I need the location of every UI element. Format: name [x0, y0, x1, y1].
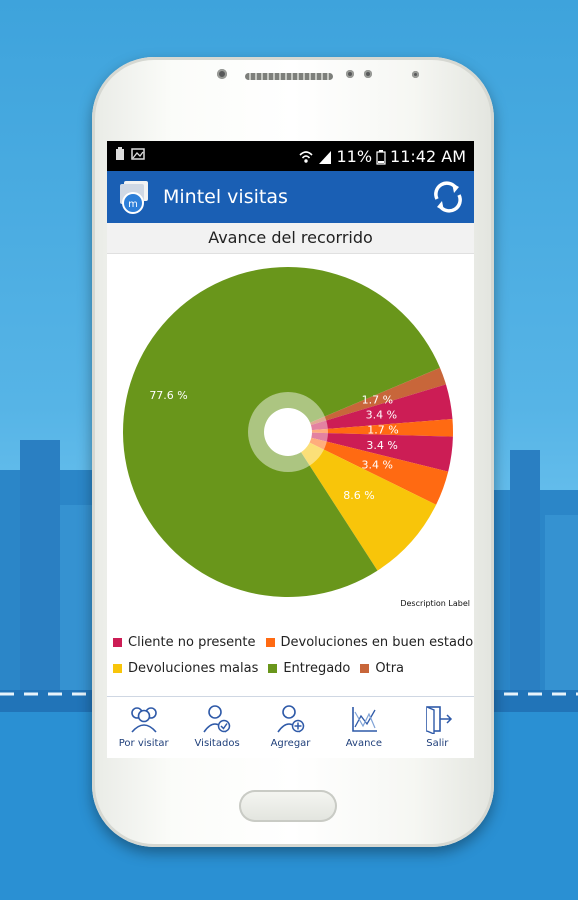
legend-swatch [113, 638, 122, 647]
refresh-icon[interactable] [428, 177, 468, 217]
chart-icon [352, 707, 377, 732]
nav-label: Avance [345, 738, 383, 749]
pie-slice [288, 432, 449, 505]
status-bar: 11% 11:42 AM [107, 141, 474, 171]
nav-label: Salir [426, 738, 449, 749]
legend-label: Cliente no presente [128, 635, 256, 650]
legend-label: Otra [375, 661, 405, 676]
pie-slice [288, 384, 453, 432]
pie-slice [288, 432, 437, 571]
users-group-icon [130, 707, 157, 733]
sensor-icon [364, 70, 372, 78]
wifi-icon [299, 150, 314, 163]
clock: 11:42 AM [390, 147, 466, 166]
image-notification-icon [131, 148, 145, 160]
nav-avance[interactable]: Avance [327, 697, 400, 758]
earpiece-speaker [245, 73, 333, 80]
legend-swatch [268, 664, 278, 673]
slice-label: 1.7 % [367, 424, 398, 437]
pie-slice [288, 367, 446, 432]
slice-label: 77.6 % [149, 389, 187, 402]
svg-text:m: m [128, 199, 138, 210]
nav-agregar[interactable]: Agregar [254, 697, 327, 758]
legend-label: Devoluciones en buen estado [280, 635, 474, 650]
user-check-icon [203, 705, 231, 733]
battery-saver-icon [116, 147, 124, 160]
legend-label: Devoluciones malas [128, 661, 259, 676]
front-camera-icon [217, 69, 227, 79]
slice-label: 8.6 % [343, 489, 374, 502]
signal-icon [319, 150, 332, 164]
sensor-icon [346, 70, 354, 78]
bottom-nav: Por visitar Visitados Agregar [107, 696, 474, 758]
donut-hole [264, 408, 312, 456]
nav-label: Por visitar [118, 738, 169, 749]
legend-swatch [113, 664, 122, 673]
nav-visitados[interactable]: Visitados [180, 697, 253, 758]
nav-por-visitar[interactable]: Por visitar [107, 697, 180, 758]
slice-label: 1.7 % [362, 394, 393, 407]
battery-percent: 11% [336, 147, 373, 166]
user-add-icon [276, 705, 304, 733]
screen: 11% 11:42 AM m Mintel visitas Avance del… [107, 141, 474, 758]
nav-label: Visitados [194, 738, 240, 749]
chart-title: Avance del recorrido [107, 223, 474, 254]
description-label: Description Label [400, 599, 470, 608]
legend-swatch [360, 664, 370, 673]
slice-label: 3.4 % [366, 408, 397, 421]
battery-icon [376, 149, 386, 165]
slice-label: 3.4 % [366, 439, 397, 452]
pie-slice [288, 418, 453, 437]
app-logo-icon: m [120, 181, 148, 214]
sensor-icon [412, 71, 419, 78]
slice-label: 3.4 % [362, 459, 393, 472]
nav-label: Agregar [270, 738, 311, 749]
home-button[interactable] [239, 790, 337, 822]
nav-salir[interactable]: Salir [401, 697, 474, 758]
app-bar: m Mintel visitas [107, 171, 474, 223]
pie-slice [288, 432, 453, 472]
legend: Cliente no presente Devoluciones en buen… [113, 635, 473, 687]
legend-swatch [265, 638, 275, 647]
legend-label: Entregado [283, 661, 351, 676]
pie-chart: 1.7 %3.4 %1.7 %3.4 %3.4 %8.6 %77.6 % [122, 267, 453, 597]
exit-door-icon [426, 706, 453, 736]
app-title: Mintel visitas [163, 186, 288, 208]
